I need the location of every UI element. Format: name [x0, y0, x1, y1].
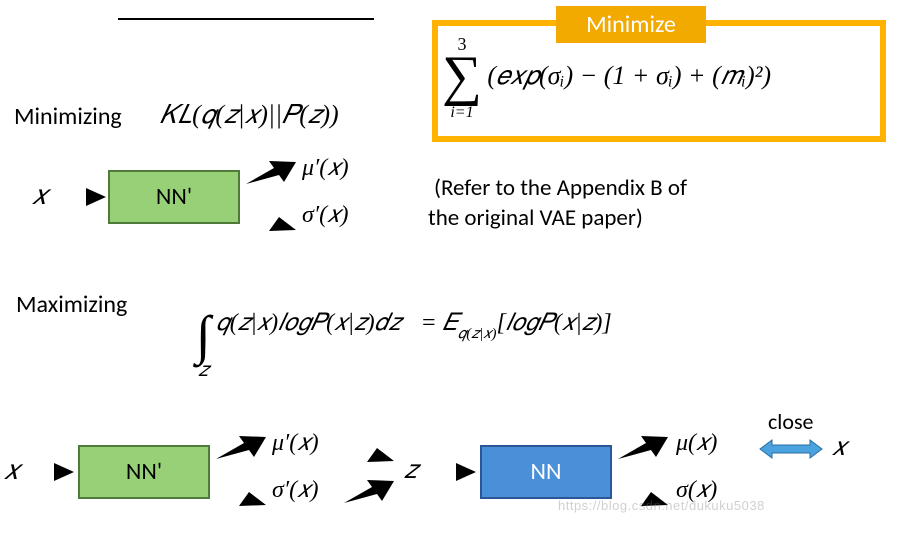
- refer-line2: the original VAE paper): [428, 204, 643, 232]
- minimizing-label: Minimizing: [14, 102, 122, 131]
- minimize-formula: 3 ∑ i=1 (𝑒𝑥𝑝(σᵢ) − (1 + σᵢ) + (𝑚ᵢ)²): [442, 32, 876, 121]
- mu-prime-2: μ′(𝑥): [272, 430, 319, 457]
- mu-prime-1: μ′(𝑥): [302, 155, 349, 182]
- maximizing-label: Maximizing: [16, 290, 127, 319]
- arrow-nn2-sigma: [212, 477, 270, 509]
- x-var-1: 𝑥: [32, 180, 48, 212]
- integral-tail: [𝑙𝑜𝑔𝑃(𝑥|𝑧)]: [497, 310, 612, 336]
- arrow-z-to-nn3: [426, 457, 478, 487]
- top-rule: [118, 18, 374, 20]
- arrow-sigma-to-z: [340, 477, 398, 509]
- mu-out: μ(𝑥): [676, 430, 717, 457]
- x-out: 𝑥: [832, 432, 846, 463]
- integral-equals: = 𝐸: [420, 310, 457, 336]
- refer-line1: (Refer to the Appendix B of: [434, 174, 687, 202]
- nn-prime-box-1: NN': [108, 170, 240, 224]
- integral-body: 𝑞(𝑧|𝑥)𝑙𝑜𝑔𝑃(𝑥|𝑧)𝑑𝑧: [216, 310, 401, 336]
- watermark: https://blog.csdn.net/dukuku5038: [558, 498, 765, 513]
- arrow-x-to-nn2: [24, 457, 76, 487]
- arrow-x-to-nn1: [56, 182, 108, 212]
- minimize-formula-box: Minimize 3 ∑ i=1 (𝑒𝑥𝑝(σᵢ) − (1 + σᵢ) + (…: [432, 20, 886, 142]
- nn-box: NN: [480, 445, 612, 499]
- kl-formula: 𝐾𝐿(𝑞(𝑧|𝑥)||𝑃(𝑧)): [160, 100, 339, 131]
- double-arrow-icon: [758, 436, 824, 462]
- sum-lower: i=1: [450, 104, 473, 121]
- integral-lower: 𝑧: [198, 359, 208, 381]
- arrow-nn1-sigma: [242, 202, 300, 234]
- z-var: 𝑧: [404, 455, 418, 486]
- integral-sub: 𝑞(𝑧|𝑥): [458, 326, 497, 342]
- arrow-mu-to-z: [340, 433, 398, 465]
- close-label: close: [768, 408, 814, 435]
- arrow-nn2-mu: [212, 433, 270, 465]
- arrow-nn3-mu: [614, 433, 672, 465]
- sum-body: (𝑒𝑥𝑝(σᵢ) − (1 + σᵢ) + (𝑚ᵢ)²): [487, 61, 771, 90]
- integral-formula: ∫ 𝑧 𝑞(𝑧|𝑥)𝑙𝑜𝑔𝑃(𝑥|𝑧)𝑑𝑧 = 𝐸𝑞(𝑧|𝑥)[𝑙𝑜𝑔𝑃(𝑥|𝑧…: [196, 310, 612, 379]
- arrow-nn1-mu: [242, 158, 300, 190]
- sigma-prime-2: σ′(𝑥): [272, 477, 318, 504]
- sigma-prime-1: σ′(𝑥): [302, 202, 348, 229]
- nn-prime-box-2: NN': [78, 445, 210, 499]
- x-var-2: 𝑥: [4, 455, 20, 487]
